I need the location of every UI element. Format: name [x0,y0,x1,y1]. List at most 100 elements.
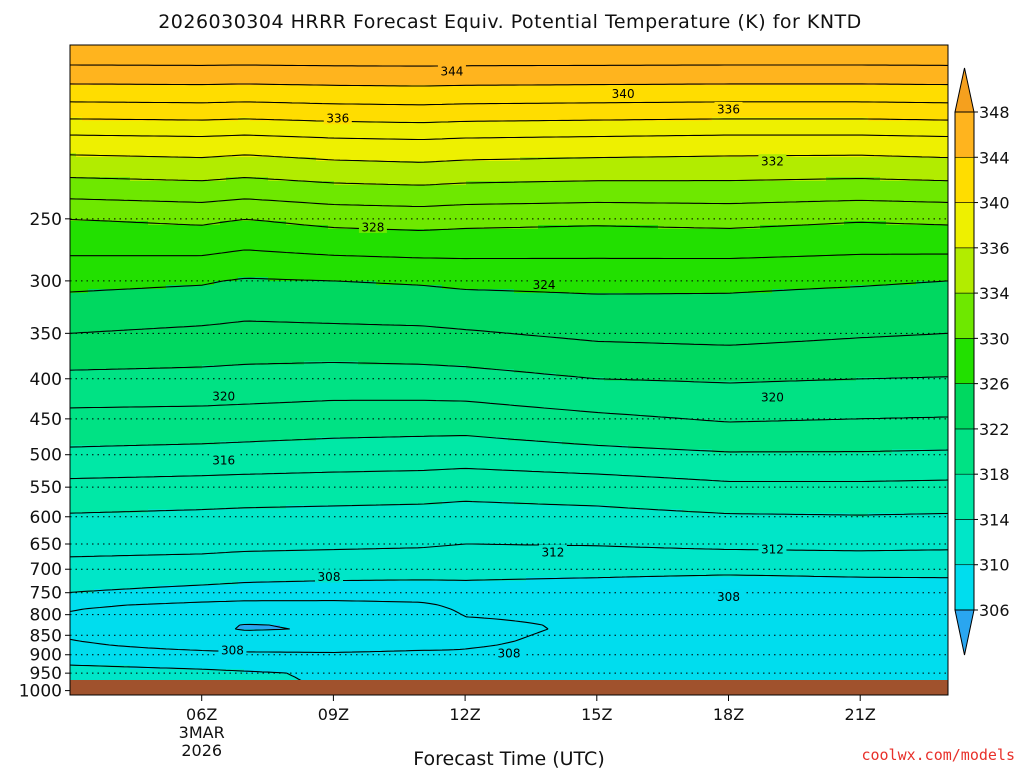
field-cell [214,141,221,146]
field-cell [76,93,83,98]
field-cell [256,141,263,146]
field-cell [862,49,869,54]
field-cell [172,129,179,134]
field-cell [226,161,233,166]
field-cell [382,113,389,118]
field-cell [238,109,245,114]
field-cell [358,105,365,110]
field-cell [892,69,899,74]
field-cell [262,145,269,150]
field-cell [874,57,881,62]
field-cell [256,93,263,98]
field-cell [724,49,731,54]
field-cell [442,97,449,102]
field-cell [598,97,605,102]
field-cell [538,97,545,102]
field-cell [748,93,755,98]
field-cell [802,125,809,130]
field-cell [106,125,113,130]
field-cell [586,45,593,50]
field-cell [604,57,611,62]
field-cell [334,169,341,174]
field-cell [712,125,719,130]
field-cell [370,97,377,102]
field-cell [262,173,269,178]
field-cell [280,149,287,154]
field-cell [568,153,575,158]
field-cell [142,89,149,94]
field-cell [814,129,821,134]
field-cell [910,73,917,78]
field-cell [520,49,527,54]
field-cell [388,105,395,110]
field-cell [700,113,707,118]
field-cell [76,169,83,174]
field-cell [838,157,845,162]
field-cell [286,97,293,102]
field-cell [100,161,107,166]
field-cell [586,169,593,174]
field-cell [358,109,365,114]
field-cell [586,149,593,154]
field-cell [298,177,305,182]
field-cell [928,133,935,138]
field-cell [370,49,377,54]
field-cell [796,69,803,74]
field-cell [832,109,839,114]
field-cell [778,129,785,134]
field-cell [382,73,389,78]
field-cell [484,129,491,134]
field-cell [298,113,305,118]
field-cell [940,85,947,90]
field-cell [298,105,305,110]
field-cell [436,133,443,138]
field-cell [412,177,419,182]
field-cell [388,165,395,170]
field-cell [838,161,845,166]
field-cell [106,97,113,102]
field-cell [844,61,851,66]
field-cell [766,53,773,58]
field-cell [784,53,791,58]
field-cell [610,65,617,70]
field-cell [304,173,311,178]
field-cell [766,141,773,146]
field-cell [574,57,581,62]
field-cell [664,89,671,94]
field-cell [646,121,653,126]
field-cell [190,149,197,154]
field-cell [736,57,743,62]
field-cell [730,141,737,146]
field-cell [406,145,413,150]
field-cell [586,141,593,146]
field-cell [472,105,479,110]
field-cell [184,93,191,98]
field-cell [712,161,719,166]
field-cell [754,165,761,170]
field-cell [712,93,719,98]
field-cell [484,97,491,102]
field-cell [502,97,509,102]
field-cell [424,53,431,58]
field-cell [544,117,551,122]
field-cell [274,81,281,86]
field-cell [376,153,383,158]
field-cell [124,61,131,66]
field-cell [928,57,935,62]
field-cell [724,57,731,62]
field-cell [730,161,737,166]
field-cell [334,153,341,158]
field-cell [898,61,905,66]
field-cell [592,113,599,118]
field-cell [532,109,539,114]
field-cell [880,61,887,66]
field-cell [286,69,293,74]
field-cell [718,73,725,78]
field-cell [454,173,461,178]
field-cell [610,169,617,174]
field-cell [412,145,419,150]
field-cell [928,145,935,150]
field-cell [370,81,377,86]
field-cell [124,169,131,174]
field-cell [586,89,593,94]
